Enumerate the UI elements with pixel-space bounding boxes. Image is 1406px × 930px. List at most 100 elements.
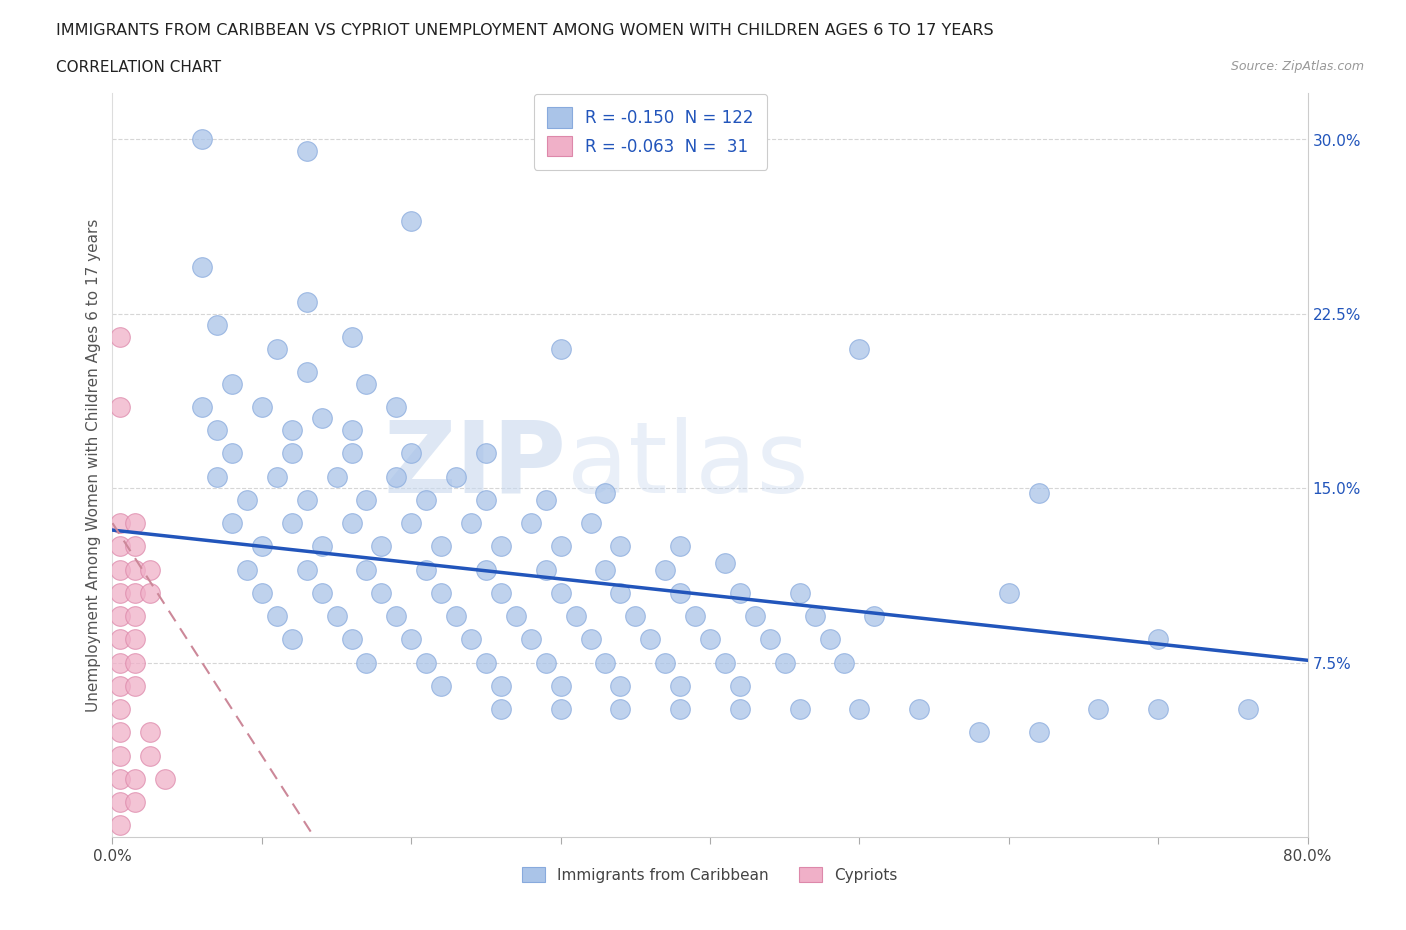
Point bbox=[124, 772, 146, 787]
Point bbox=[489, 586, 512, 601]
Point bbox=[108, 562, 131, 577]
Point bbox=[1028, 485, 1050, 500]
Point bbox=[236, 493, 259, 508]
Point bbox=[714, 555, 737, 570]
Point bbox=[325, 609, 347, 624]
Point bbox=[124, 586, 146, 601]
Point bbox=[609, 586, 631, 601]
Point bbox=[281, 632, 304, 647]
Point bbox=[370, 586, 392, 601]
Point bbox=[1237, 702, 1260, 717]
Point bbox=[430, 539, 453, 554]
Point bbox=[108, 818, 131, 833]
Point bbox=[281, 515, 304, 530]
Point bbox=[205, 469, 228, 484]
Point bbox=[714, 656, 737, 671]
Point bbox=[579, 632, 602, 647]
Point bbox=[430, 679, 453, 694]
Point bbox=[250, 400, 273, 415]
Point bbox=[908, 702, 931, 717]
Legend: Immigrants from Caribbean, Cypriots: Immigrants from Caribbean, Cypriots bbox=[516, 860, 904, 889]
Point bbox=[356, 493, 378, 508]
Point bbox=[370, 539, 392, 554]
Point bbox=[475, 445, 498, 460]
Point bbox=[489, 539, 512, 554]
Point bbox=[250, 539, 273, 554]
Point bbox=[609, 539, 631, 554]
Point bbox=[221, 376, 243, 391]
Point bbox=[489, 679, 512, 694]
Text: atlas: atlas bbox=[567, 417, 808, 513]
Point bbox=[415, 562, 437, 577]
Point bbox=[759, 632, 782, 647]
Point bbox=[108, 702, 131, 717]
Text: IMMIGRANTS FROM CARIBBEAN VS CYPRIOT UNEMPLOYMENT AMONG WOMEN WITH CHILDREN AGES: IMMIGRANTS FROM CARIBBEAN VS CYPRIOT UNE… bbox=[56, 23, 994, 38]
Point bbox=[699, 632, 721, 647]
Point bbox=[385, 609, 408, 624]
Point bbox=[475, 493, 498, 508]
Point bbox=[744, 609, 766, 624]
Point bbox=[295, 493, 318, 508]
Point bbox=[139, 725, 162, 740]
Point bbox=[520, 632, 543, 647]
Point bbox=[385, 469, 408, 484]
Point bbox=[818, 632, 841, 647]
Point bbox=[325, 469, 347, 484]
Point bbox=[191, 132, 214, 147]
Point bbox=[108, 679, 131, 694]
Point bbox=[385, 400, 408, 415]
Point bbox=[520, 515, 543, 530]
Point bbox=[266, 609, 288, 624]
Point bbox=[430, 586, 453, 601]
Point bbox=[848, 702, 870, 717]
Point bbox=[295, 562, 318, 577]
Point bbox=[595, 562, 617, 577]
Point bbox=[460, 515, 482, 530]
Point bbox=[475, 562, 498, 577]
Point bbox=[124, 539, 146, 554]
Point bbox=[311, 411, 333, 426]
Point bbox=[444, 609, 467, 624]
Point bbox=[669, 586, 692, 601]
Point bbox=[108, 400, 131, 415]
Point bbox=[108, 632, 131, 647]
Point bbox=[108, 772, 131, 787]
Point bbox=[221, 515, 243, 530]
Point bbox=[415, 493, 437, 508]
Point bbox=[340, 445, 363, 460]
Point bbox=[579, 515, 602, 530]
Point bbox=[683, 609, 706, 624]
Point bbox=[460, 632, 482, 647]
Point bbox=[266, 469, 288, 484]
Point bbox=[139, 562, 162, 577]
Point bbox=[1147, 702, 1170, 717]
Point bbox=[1087, 702, 1109, 717]
Point bbox=[340, 330, 363, 345]
Point bbox=[108, 539, 131, 554]
Point bbox=[108, 515, 131, 530]
Point bbox=[773, 656, 796, 671]
Point bbox=[564, 609, 586, 624]
Y-axis label: Unemployment Among Women with Children Ages 6 to 17 years: Unemployment Among Women with Children A… bbox=[86, 219, 101, 711]
Point bbox=[205, 422, 228, 438]
Point bbox=[401, 515, 423, 530]
Point bbox=[967, 725, 990, 740]
Point bbox=[281, 422, 304, 438]
Point bbox=[550, 539, 572, 554]
Point bbox=[191, 400, 214, 415]
Point bbox=[640, 632, 662, 647]
Point bbox=[205, 318, 228, 333]
Point bbox=[624, 609, 647, 624]
Point bbox=[595, 656, 617, 671]
Point bbox=[728, 586, 751, 601]
Point bbox=[295, 295, 318, 310]
Point bbox=[654, 656, 676, 671]
Point bbox=[356, 376, 378, 391]
Text: Source: ZipAtlas.com: Source: ZipAtlas.com bbox=[1230, 60, 1364, 73]
Point bbox=[444, 469, 467, 484]
Point bbox=[401, 214, 423, 229]
Point bbox=[311, 539, 333, 554]
Point bbox=[250, 586, 273, 601]
Point bbox=[124, 562, 146, 577]
Point bbox=[108, 656, 131, 671]
